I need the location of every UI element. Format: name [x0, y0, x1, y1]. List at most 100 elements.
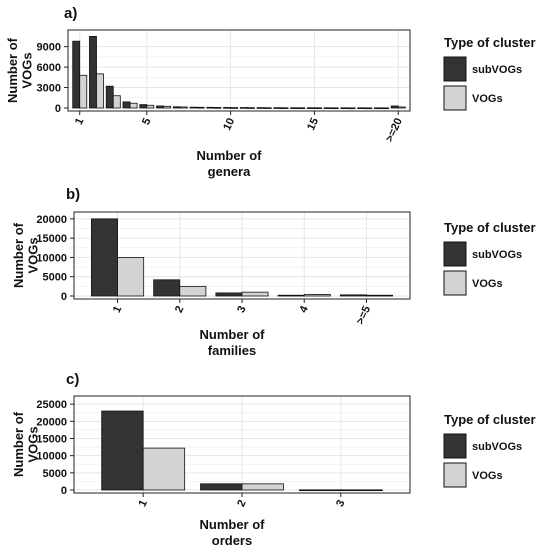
bar-subVOGs-13 — [273, 107, 282, 109]
bar-subVOGs-2 — [153, 279, 181, 297]
y-tick-label: 10000 — [36, 252, 67, 264]
y-tick-label: 9000 — [37, 42, 61, 54]
bar-VOGs-6 — [163, 105, 171, 109]
bar-subVOGs-19 — [374, 107, 382, 110]
y-axis-title-line: VOGs — [26, 237, 41, 273]
x-tick-label: 10 — [221, 116, 237, 132]
legend: Type of cluster subVOGs VOGs — [443, 220, 536, 296]
bar-subVOGs-3 — [298, 489, 342, 492]
y-tick-label: 10000 — [36, 451, 67, 463]
bar-VOGs->=20 — [397, 106, 406, 109]
bar-VOGs-8 — [196, 106, 205, 109]
y-axis-title-line: VOGs — [20, 52, 35, 88]
bar-subVOGs-12 — [256, 107, 265, 109]
legend-entry-subVOGs: subVOGs — [472, 249, 522, 261]
bar-VOGs-14 — [297, 107, 306, 109]
x-axis-title-line: genera — [208, 164, 251, 179]
bar-VOGs-16 — [330, 107, 339, 110]
bar-subVOGs-3 — [105, 85, 114, 109]
bar-subVOGs-2 — [200, 483, 243, 491]
bar-VOGs-1 — [142, 447, 186, 491]
bar-VOGs-10 — [230, 107, 239, 109]
bar-VOGs-2 — [241, 483, 284, 491]
bar-subVOGs-5 — [139, 104, 148, 109]
bar-subVOGs-7 — [172, 106, 181, 109]
x-axis-title-line: Number of — [200, 517, 266, 532]
bar-subVOGs-15 — [306, 107, 315, 109]
bar-subVOGs-9 — [206, 106, 215, 109]
x-tick-label: 1 — [73, 116, 86, 127]
panel-label: a) — [64, 5, 77, 22]
bar-VOGs-7 — [179, 106, 188, 109]
y-tick-label: 20000 — [36, 416, 67, 428]
y-tick-label: 3000 — [37, 83, 61, 95]
bar-subVOGs-10 — [223, 107, 232, 109]
y-tick-label: 0 — [61, 485, 67, 497]
x-axis-title-line: Number of — [197, 148, 263, 163]
bar-VOGs-4 — [129, 102, 138, 109]
bar-subVOGs-2 — [89, 36, 97, 109]
x-tick-label: 2 — [173, 304, 186, 315]
legend-entry-VOGs: VOGs — [472, 93, 503, 105]
bar-VOGs-17 — [347, 107, 356, 110]
y-axis-title-line: Number of — [11, 222, 26, 288]
legend-swatch-VOGs — [443, 462, 467, 488]
panel-label: c) — [66, 371, 79, 388]
bar-VOGs-13 — [280, 107, 289, 109]
bar-VOGs-5 — [146, 104, 155, 109]
bar-VOGs-3 — [112, 95, 121, 109]
legend-swatch-VOGs — [443, 85, 467, 111]
y-tick-label: 0 — [61, 291, 67, 303]
x-tick-label: 1 — [136, 498, 149, 509]
legend-swatch-subVOGs — [443, 241, 467, 267]
y-tick-label: 15000 — [36, 433, 67, 445]
bar-VOGs-18 — [364, 107, 373, 110]
legend-title: Type of cluster — [444, 35, 536, 50]
bar-VOGs-11 — [246, 107, 255, 109]
bar-VOGs-12 — [263, 107, 272, 109]
legend-entry-subVOGs: subVOGs — [472, 441, 522, 453]
y-axis-title: Number ofVOGs — [5, 37, 35, 103]
x-tick-label: >=20 — [384, 116, 405, 144]
legend-entry-subVOGs: subVOGs — [472, 64, 522, 76]
x-tick-label: 3 — [235, 304, 248, 315]
legend: Type of cluster subVOGs VOGs — [443, 35, 536, 111]
bar-VOGs->=5 — [366, 294, 393, 297]
bar-subVOGs-8 — [189, 106, 198, 109]
bar-subVOGs-1 — [72, 40, 81, 109]
bar-VOGs-15 — [314, 107, 322, 109]
bar-VOGs-3 — [340, 489, 383, 492]
bar-VOGs-1 — [117, 257, 145, 297]
y-axis-title: Number ofVOGs — [11, 411, 41, 477]
x-tick-label: 15 — [305, 116, 321, 132]
bar-subVOGs-1 — [91, 218, 118, 297]
x-tick-label: >=5 — [354, 304, 373, 326]
bar-subVOGs-14 — [290, 107, 299, 109]
bar-subVOGs-11 — [239, 107, 248, 109]
x-tick-label: 1 — [111, 304, 124, 315]
y-tick-label: 5000 — [43, 272, 67, 284]
legend-swatch-VOGs — [443, 270, 467, 296]
bar-subVOGs-4 — [122, 101, 131, 109]
x-axis-title-line: Number of — [200, 327, 266, 342]
bar-subVOGs-4 — [277, 294, 305, 297]
y-axis-title-line: Number of — [11, 411, 26, 477]
y-tick-label: 15000 — [36, 233, 67, 245]
legend-swatch-subVOGs — [443, 433, 467, 459]
x-tick-label: 3 — [334, 498, 347, 509]
bar-VOGs-9 — [213, 107, 222, 109]
y-tick-label: 25000 — [36, 399, 67, 411]
y-axis-title: Number ofVOGs — [11, 222, 41, 288]
bar-VOGs-3 — [241, 291, 269, 297]
x-axis-title-line: orders — [212, 533, 252, 548]
panel-label: b) — [66, 186, 80, 203]
y-tick-label: 6000 — [37, 62, 61, 74]
bar-subVOGs-16 — [323, 107, 332, 109]
legend-title: Type of cluster — [444, 412, 536, 427]
bar-subVOGs-1 — [101, 410, 144, 491]
legend-swatch-subVOGs — [443, 56, 467, 82]
y-tick-label: 0 — [55, 103, 61, 115]
